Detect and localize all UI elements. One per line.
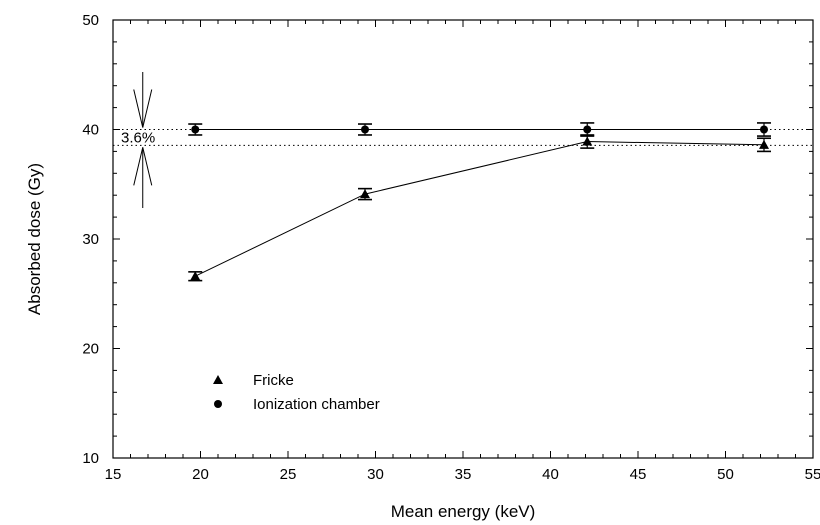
- data-point: [360, 189, 370, 199]
- legend-label: Ionization chamber: [253, 396, 380, 413]
- legend-marker: [213, 375, 223, 384]
- legend-label: Fricke: [253, 372, 294, 389]
- reference-lines: [113, 129, 813, 146]
- series-fricke: [188, 134, 771, 282]
- series-line: [195, 141, 765, 277]
- x-tick-label: 45: [630, 466, 647, 483]
- plot-frame: [112, 19, 814, 459]
- y-tick-label: 40: [82, 122, 99, 139]
- series-layer: [188, 122, 771, 282]
- series-ionization-chamber: [188, 122, 771, 137]
- data-point: [759, 139, 769, 149]
- data-point: [190, 271, 201, 281]
- y-tick-label: 10: [82, 450, 99, 467]
- data-point: [361, 125, 369, 134]
- y-tick-label: 30: [82, 231, 99, 248]
- annotation: 3.6%: [121, 72, 155, 208]
- x-tick-label: 40: [542, 466, 559, 483]
- x-tick-label: 30: [367, 466, 384, 483]
- data-point: [583, 125, 592, 134]
- legend: Fricke Ionization chamber: [213, 372, 380, 413]
- x-tick-label: 35: [455, 466, 472, 483]
- annotation-label: 3.6%: [121, 129, 155, 146]
- x-tick-label: 55: [805, 466, 820, 483]
- arrow-up-head: [133, 147, 153, 186]
- legend-marker: [214, 400, 222, 408]
- y-axis-label: Absorbed dose (Gy): [25, 163, 44, 315]
- x-axis-label: Mean energy (keV): [391, 502, 536, 521]
- data-point: [760, 125, 768, 134]
- y-tick-label: 50: [82, 12, 99, 29]
- arrow-down-head: [133, 89, 153, 128]
- data-point: [582, 136, 593, 146]
- x-tick-label: 15: [105, 466, 122, 483]
- x-tick-label: 50: [717, 466, 734, 483]
- axes: 15 20 25 30 35 40 45 50 55 10 20 30 40 50: [82, 12, 820, 483]
- x-tick-label: 25: [280, 466, 297, 483]
- data-point: [191, 125, 200, 134]
- x-tick-label: 20: [192, 466, 209, 483]
- y-tick-label: 20: [82, 341, 99, 358]
